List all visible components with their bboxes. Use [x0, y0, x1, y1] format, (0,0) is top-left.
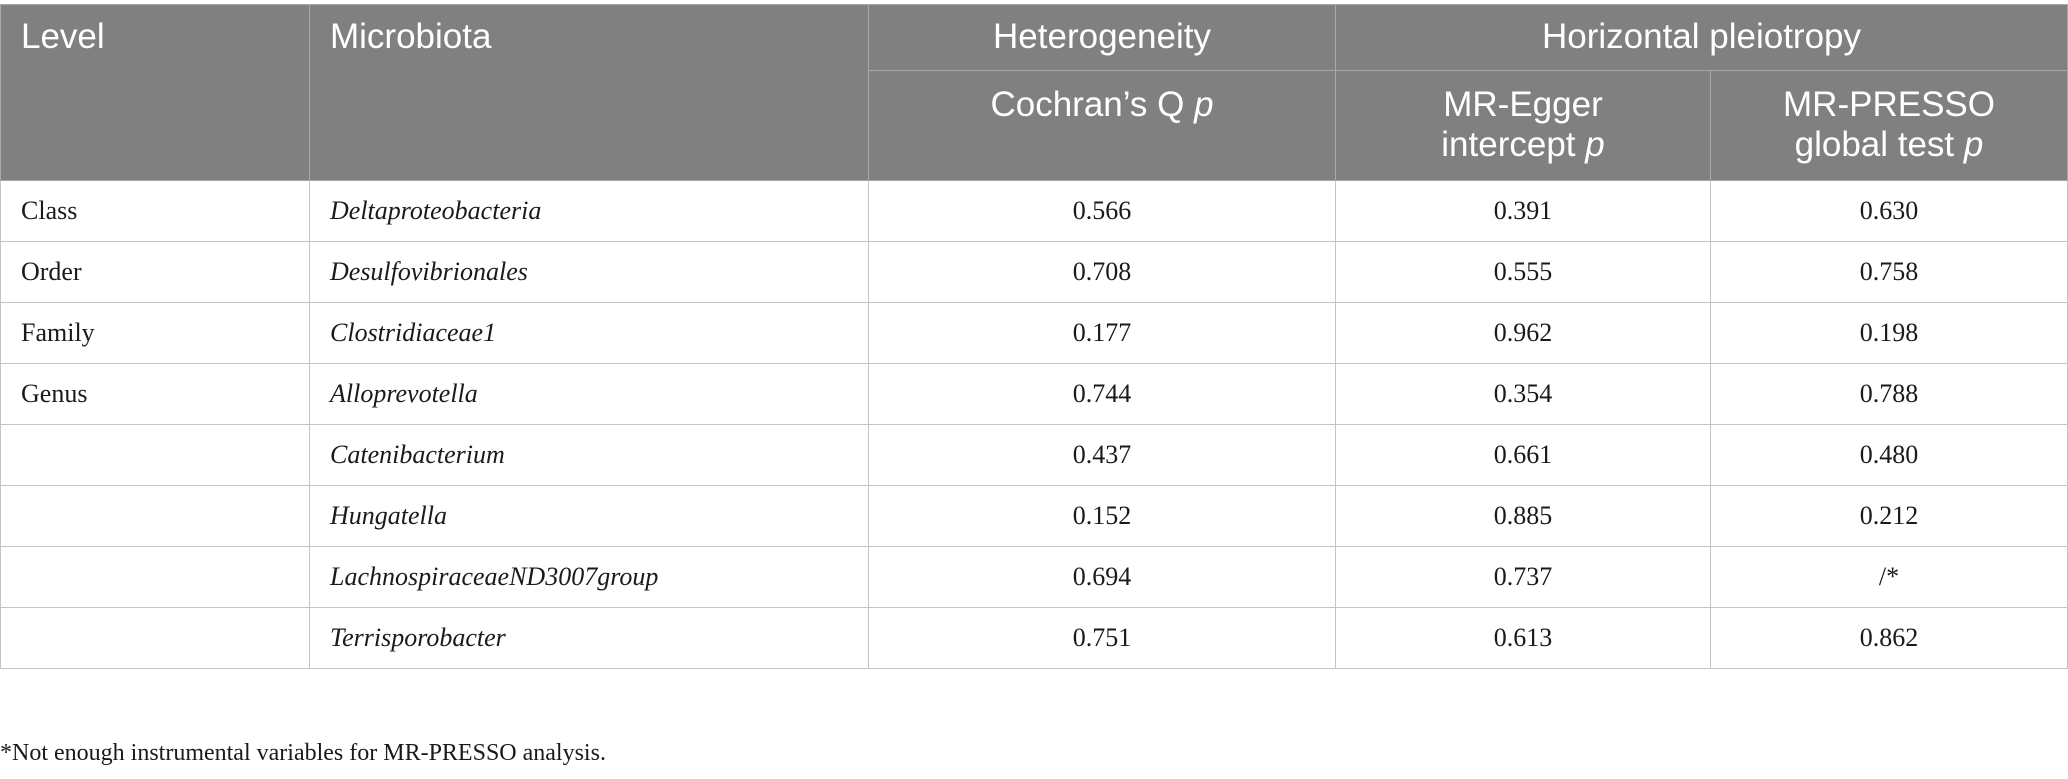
cell-microbiota: Terrisporobacter — [309, 607, 869, 669]
header-level: Level — [0, 4, 310, 181]
cell-cochran-p: 0.177 — [868, 302, 1336, 364]
cell-presso-p: 0.758 — [1710, 241, 2068, 303]
results-table: Level Microbiota Heterogeneity Horizonta… — [0, 4, 2068, 669]
cell-egger-p: 0.391 — [1335, 180, 1711, 242]
cell-level: Genus — [0, 363, 310, 425]
cell-presso-p: 0.480 — [1710, 424, 2068, 486]
header-cochran-label: Cochran’s Q — [990, 85, 1185, 124]
table-row: Family Clostridiaceae1 0.177 0.962 0.198 — [0, 302, 2068, 364]
header-egger-line1: MR-Egger — [1443, 85, 1603, 124]
cell-cochran-p: 0.152 — [868, 485, 1336, 547]
cell-egger-p: 0.737 — [1335, 546, 1711, 608]
cell-cochran-p: 0.708 — [868, 241, 1336, 303]
header-heterogeneity: Heterogeneity — [868, 4, 1336, 71]
header-horizontal-pleiotropy: Horizontal pleiotropy — [1335, 4, 2068, 71]
header-row-1: Level Microbiota Heterogeneity Horizonta… — [0, 4, 2068, 181]
header-mr-egger-intercept-p: MR-Egger intercept p — [1335, 70, 1711, 181]
table-row: Order Desulfovibrionales 0.708 0.555 0.7… — [0, 241, 2068, 303]
cell-level: Family — [0, 302, 310, 364]
header-presso-line2: global test — [1794, 125, 1955, 164]
cell-cochran-p: 0.751 — [868, 607, 1336, 669]
cell-level — [0, 607, 310, 669]
header-egger-p-symbol: p — [1585, 125, 1605, 164]
cell-egger-p: 0.661 — [1335, 424, 1711, 486]
cell-microbiota: Hungatella — [309, 485, 869, 547]
cell-microbiota: LachnospiraceaeND3007group — [309, 546, 869, 608]
cell-cochran-p: 0.744 — [868, 363, 1336, 425]
cell-egger-p: 0.555 — [1335, 241, 1711, 303]
table-row: Genus Alloprevotella 0.744 0.354 0.788 — [0, 363, 2068, 425]
cell-presso-p: 0.630 — [1710, 180, 2068, 242]
cell-presso-p: 0.788 — [1710, 363, 2068, 425]
cell-level — [0, 424, 310, 486]
cell-presso-p: 0.862 — [1710, 607, 2068, 669]
cell-microbiota: Alloprevotella — [309, 363, 869, 425]
cell-egger-p: 0.354 — [1335, 363, 1711, 425]
header-presso-p-symbol: p — [1963, 125, 1984, 164]
header-mr-presso-global-test-p: MR-PRESSO global test p — [1710, 70, 2068, 181]
table-row: LachnospiraceaeND3007group 0.694 0.737 /… — [0, 546, 2068, 608]
results-table-container: Level Microbiota Heterogeneity Horizonta… — [0, 4, 2068, 669]
cell-microbiota: Catenibacterium — [309, 424, 869, 486]
header-cochran-q-p: Cochran’s Q p — [868, 70, 1336, 181]
cell-presso-p: 0.212 — [1710, 485, 2068, 547]
cell-level — [0, 546, 310, 608]
cell-level: Class — [0, 180, 310, 242]
cell-cochran-p: 0.694 — [868, 546, 1336, 608]
cell-presso-p: /* — [1710, 546, 2068, 608]
header-egger-line2-wrap: intercept p — [1336, 125, 1710, 165]
cell-microbiota: Clostridiaceae1 — [309, 302, 869, 364]
cell-presso-p: 0.198 — [1710, 302, 2068, 364]
table-header: Level Microbiota Heterogeneity Horizonta… — [0, 4, 2068, 181]
header-cochran-p-symbol: p — [1194, 85, 1214, 124]
cell-microbiota: Desulfovibrionales — [309, 241, 869, 303]
table-row: Hungatella 0.152 0.885 0.212 — [0, 485, 2068, 547]
header-microbiota: Microbiota — [309, 4, 869, 181]
header-row-2: Cochran’s Q p MR-Egger intercept p MR-PR… — [1, 70, 2068, 181]
cell-microbiota: Deltaproteobacteria — [309, 180, 869, 242]
header-egger-line2: intercept — [1441, 125, 1576, 164]
table-row: Catenibacterium 0.437 0.661 0.480 — [0, 424, 2068, 486]
cell-cochran-p: 0.566 — [868, 180, 1336, 242]
cell-egger-p: 0.962 — [1335, 302, 1711, 364]
table-row: Class Deltaproteobacteria 0.566 0.391 0.… — [0, 180, 2068, 242]
cell-egger-p: 0.613 — [1335, 607, 1711, 669]
cell-level — [0, 485, 310, 547]
cell-egger-p: 0.885 — [1335, 485, 1711, 547]
cell-cochran-p: 0.437 — [868, 424, 1336, 486]
cell-level: Order — [0, 241, 310, 303]
header-presso-line1: MR-PRESSO — [1783, 85, 1995, 124]
table-footnote: *Not enough instrumental variables for M… — [0, 740, 606, 766]
table-row: Terrisporobacter 0.751 0.613 0.862 — [0, 607, 2068, 669]
header-presso-line2-wrap: global test p — [1711, 125, 2067, 165]
table-body: Class Deltaproteobacteria 0.566 0.391 0.… — [0, 180, 2068, 669]
